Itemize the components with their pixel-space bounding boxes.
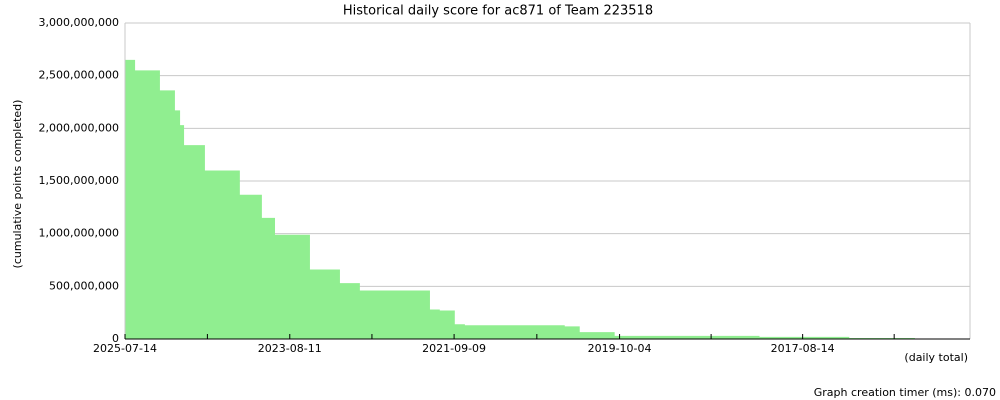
y-tick-label: 2,500,000,000: [39, 69, 119, 82]
y-tick-label: 2,000,000,000: [39, 121, 119, 134]
y-tick-label: 500,000,000: [49, 279, 119, 292]
x-tick-label: 2025-07-14: [93, 342, 157, 355]
area: [125, 59, 915, 339]
x-tick-label: 2017-08-14: [771, 342, 835, 355]
y-tick-label: 1,500,000,000: [39, 174, 119, 187]
x-tick-label: 2023-08-11: [258, 342, 322, 355]
x-tick-label: 2019-10-04: [588, 342, 652, 355]
x-tick-label: 2021-09-09: [422, 342, 486, 355]
chart-title: Historical daily score for ac871 of Team…: [343, 4, 653, 19]
y-tick-label: 1,000,000,000: [39, 227, 119, 240]
footer: Graph creation timer (ms): 0.070: [814, 386, 996, 399]
y-tick-label: 0: [112, 332, 119, 345]
y-tick-label: 3,000,000,000: [39, 16, 119, 29]
x-axis-label: (daily total): [904, 351, 968, 364]
y-axis-label: (cumulative points completed): [11, 100, 24, 269]
